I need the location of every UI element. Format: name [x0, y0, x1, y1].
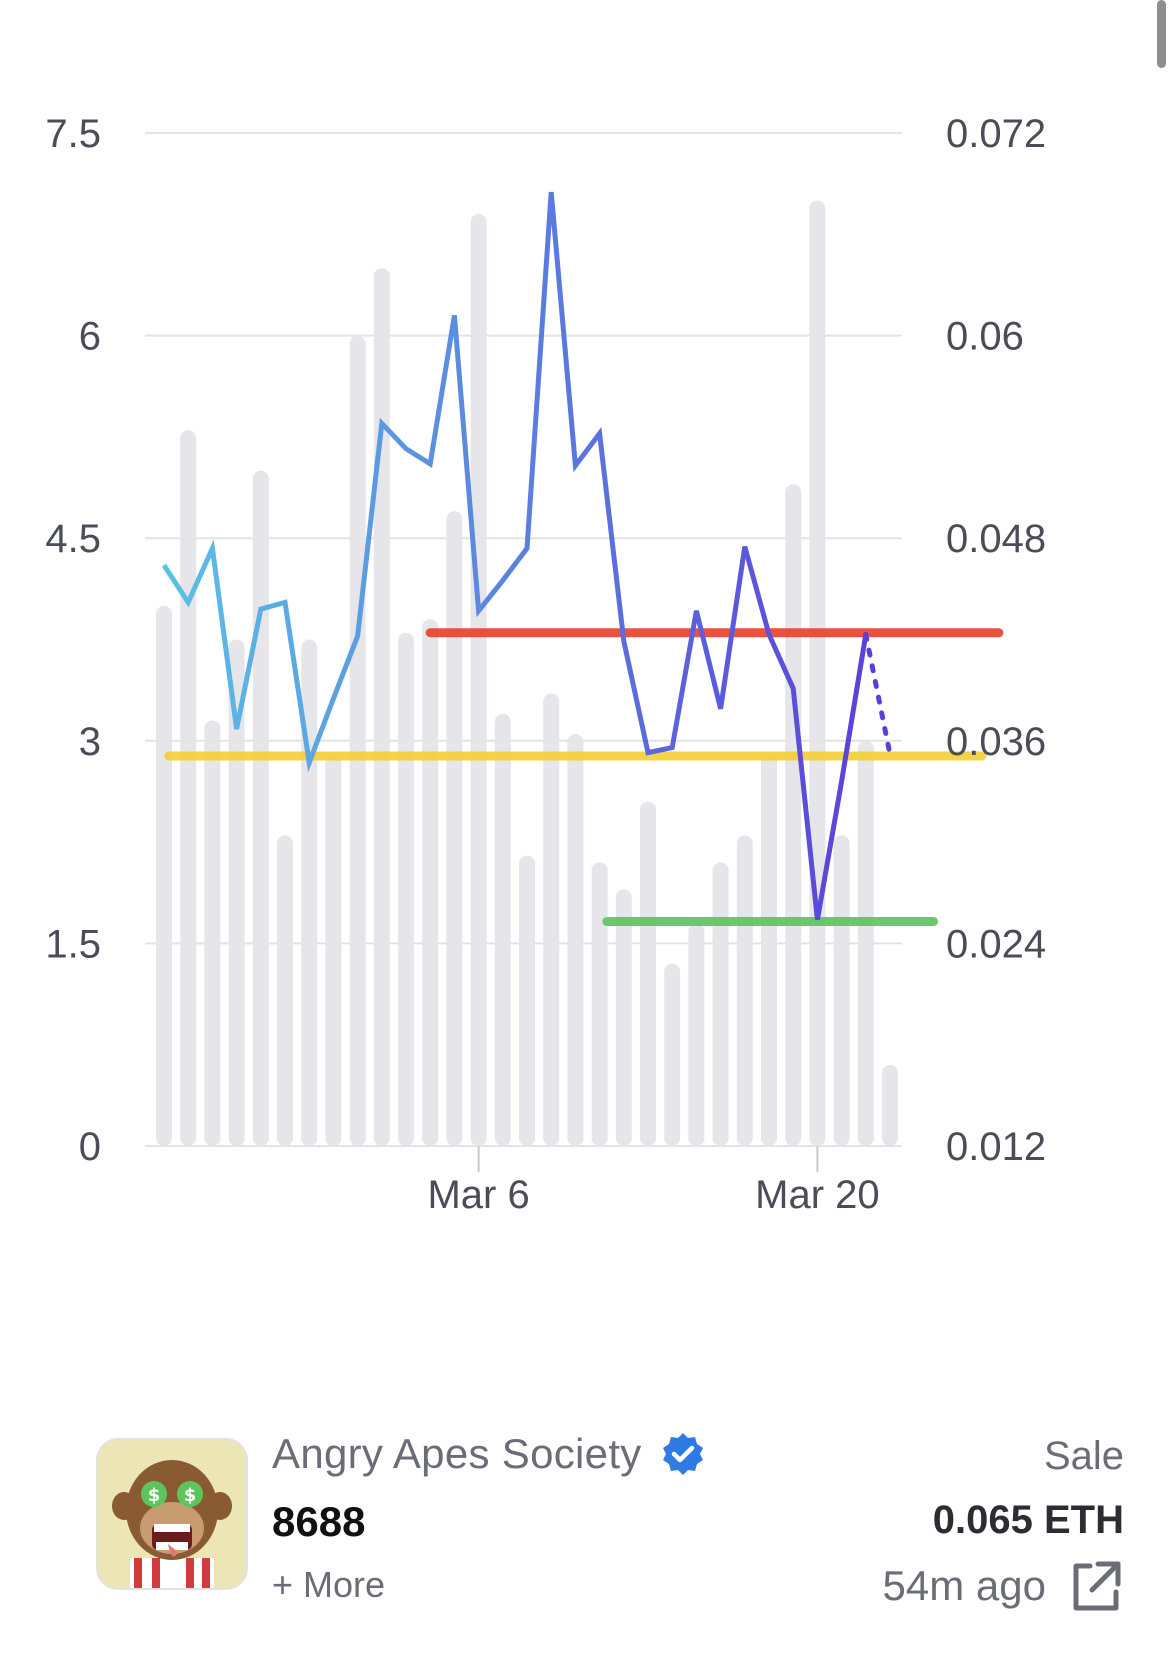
- volume-bar: [833, 835, 850, 1146]
- volume-bar: [446, 511, 463, 1147]
- scrollbar[interactable]: [1157, 0, 1166, 68]
- right-axis-tick-label: 0.024: [946, 922, 1046, 966]
- volume-bar: [252, 470, 269, 1147]
- recent-sale-card[interactable]: $ $ Angry Apes Society 8688 + More Sale …: [0, 1400, 1170, 1620]
- right-axis-tick-label: 0.072: [946, 112, 1046, 156]
- nft-thumbnail[interactable]: $ $: [96, 1438, 248, 1590]
- left-axis-tick-label: 7.5: [45, 112, 101, 156]
- right-axis-tick-label: 0.036: [946, 720, 1046, 764]
- left-axis-tick-label: 1.5: [45, 922, 101, 966]
- right-axis-tick-label: 0.06: [946, 315, 1024, 359]
- collection-name[interactable]: Angry Apes Society: [272, 1430, 642, 1477]
- token-id[interactable]: 8688: [272, 1498, 366, 1545]
- more-link[interactable]: + More: [272, 1564, 386, 1605]
- right-axis-tick-label: 0.012: [946, 1125, 1046, 1169]
- left-axis-tick-label: 4.5: [45, 517, 101, 561]
- volume-bar: [422, 619, 439, 1146]
- volume-bar: [156, 605, 172, 1146]
- volume-bar: [712, 862, 729, 1146]
- volume-bar: [373, 268, 390, 1147]
- price-line: [161, 191, 869, 921]
- ape-avatar-icon: $ $: [98, 1440, 246, 1588]
- volume-bar: [857, 740, 874, 1146]
- volume-bar: [882, 1064, 898, 1146]
- price-volume-chart: 7.5 0.072 6 0.06 4.5 0.048 3 0.036 1.5 0.024 0 0.01…: [45, 112, 1046, 1217]
- event-type: Sale: [1043, 1434, 1124, 1478]
- volume-bar: [688, 923, 705, 1146]
- volume-bar: [204, 720, 221, 1146]
- projected-price-line: [863, 631, 893, 757]
- volume-bar: [664, 963, 681, 1146]
- volume-bar: [277, 835, 293, 1146]
- sale-price: 0.065 ETH: [932, 1498, 1124, 1542]
- volume-bar: [398, 632, 414, 1146]
- volume-bar: [567, 734, 584, 1146]
- svg-text:$: $: [148, 1485, 161, 1506]
- x-axis-tick-label: Mar 20: [755, 1173, 880, 1217]
- volume-bar: [809, 200, 826, 1147]
- left-axis-tick-label: 6: [79, 315, 101, 359]
- volume-bar: [180, 430, 197, 1146]
- volume-bar: [349, 335, 366, 1147]
- volume-bar: [325, 754, 342, 1146]
- volume-bar: [785, 484, 802, 1146]
- volume-bar: [519, 855, 535, 1146]
- volume-bar: [736, 835, 753, 1146]
- volume-bar: [301, 639, 318, 1146]
- time-ago: 54m ago: [882, 1562, 1046, 1609]
- volume-bar: [494, 713, 511, 1146]
- left-axis-tick-label: 3: [79, 720, 101, 764]
- volume-bar: [543, 693, 560, 1146]
- svg-text:$: $: [184, 1485, 197, 1506]
- external-link-icon[interactable]: [1068, 1558, 1124, 1614]
- volume-bar: [640, 801, 656, 1146]
- volume-bar: [228, 639, 245, 1146]
- left-axis-tick-label: 0: [79, 1125, 101, 1169]
- volume-bar: [615, 889, 632, 1146]
- volume-bar: [470, 214, 487, 1147]
- x-axis-tick-label: Mar 6: [427, 1173, 529, 1217]
- verified-badge-icon: [662, 1433, 703, 1475]
- right-axis-tick-label: 0.048: [946, 517, 1046, 561]
- volume-bar: [761, 754, 777, 1146]
- volume-bar: [591, 862, 608, 1146]
